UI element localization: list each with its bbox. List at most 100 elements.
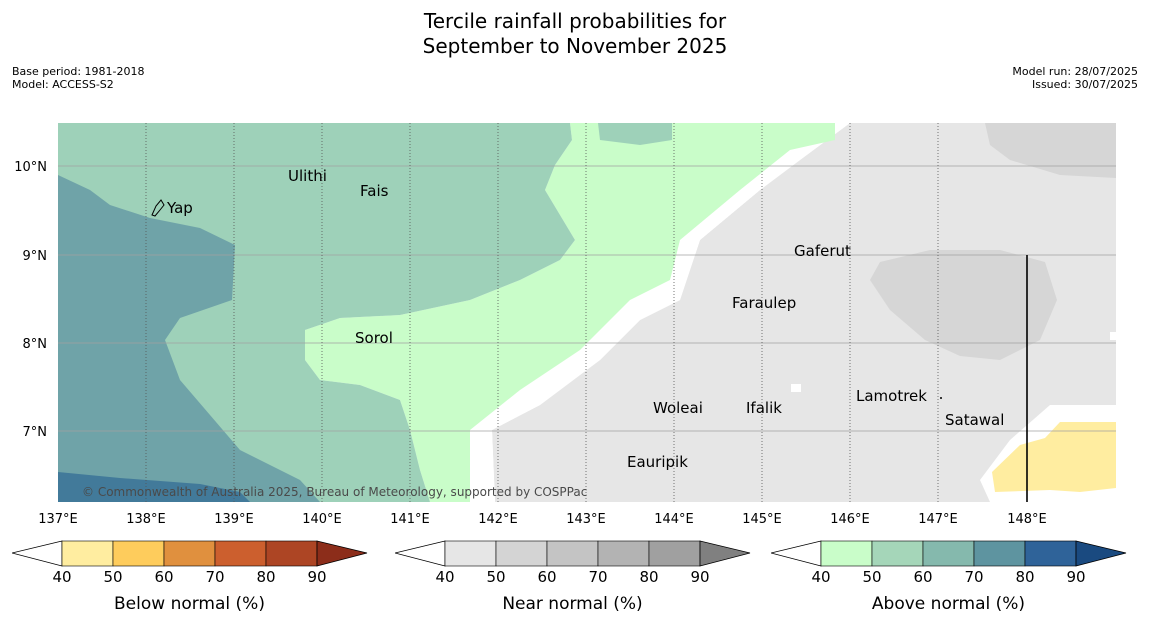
base-period: Base period: 1981-2018	[12, 65, 145, 78]
colorbar-tick-label: 90	[1066, 568, 1086, 586]
colorbar-tick-label: 60	[154, 568, 174, 586]
colorbar-segment	[922, 540, 975, 567]
below-normal-40-region	[992, 422, 1116, 492]
near-normal-50-patch-2	[870, 250, 1057, 360]
near-normal-legend-label: Near normal (%)	[502, 594, 643, 614]
lon-label: 139°E	[214, 512, 254, 527]
place-label-woleai: Woleai	[653, 399, 703, 417]
colorbar-tick-label: 50	[103, 568, 123, 586]
map-title: Tercile rainfall probabilities for Septe…	[0, 9, 1150, 59]
lat-label-9: 9°N	[23, 249, 48, 264]
colorbar-tick-label: 40	[435, 568, 455, 586]
place-marker	[940, 397, 942, 399]
above-normal-colorbar	[771, 540, 1131, 568]
lon-label: 140°E	[302, 512, 342, 527]
colorbar-max-extend	[699, 540, 751, 567]
above-normal-70-region	[58, 472, 250, 502]
colorbar-segment	[495, 540, 548, 567]
base-info: Base period: 1981-2018 Model: ACCESS-S2	[12, 65, 144, 91]
yap-island	[151, 199, 165, 217]
place-label-yap: Yap	[166, 199, 193, 217]
below-normal-legend-label: Below normal (%)	[114, 594, 265, 614]
lon-label: 142°E	[478, 512, 518, 527]
colorbar-min-extend	[771, 540, 822, 567]
colorbar-segment	[597, 540, 650, 567]
run-info: Model run: 28/07/2025 Issued: 30/07/2025	[1012, 65, 1138, 91]
colorbar-segment	[444, 540, 497, 567]
place-label-gaferut: Gaferut	[794, 242, 851, 260]
colorbar-segment	[973, 540, 1026, 567]
colorbar-segment	[61, 540, 114, 567]
colorbar-segment	[265, 540, 318, 567]
colorbar-tick-label: 40	[52, 568, 72, 586]
place-label-faraulep: Faraulep	[732, 294, 796, 312]
map-regions	[58, 123, 1116, 502]
colorbar-segment	[648, 540, 701, 567]
lon-label: 148°E	[1007, 512, 1047, 527]
title-line-2: September to November 2025	[422, 34, 728, 58]
colorbar-tick-label: 90	[307, 568, 327, 586]
colorbar-tick-label: 70	[964, 568, 984, 586]
model-name: Model: ACCESS-S2	[12, 78, 114, 91]
above-normal-legend-label: Above normal (%)	[871, 594, 1026, 614]
copyright-notice: © Commonwealth of Australia 2025, Bureau…	[82, 485, 587, 499]
lon-label: 137°E	[38, 512, 78, 527]
below-normal-colorbar	[12, 540, 372, 568]
colorbar-tick-label: 70	[588, 568, 608, 586]
colorbar-segment	[820, 540, 873, 567]
colorbar-tick-label: 80	[256, 568, 276, 586]
colorbar-tick-label: 60	[913, 568, 933, 586]
place-label-lamotrek: Lamotrek	[856, 387, 927, 405]
model-run: Model run: 28/07/2025	[1012, 65, 1138, 78]
above-normal-50-patch	[598, 123, 672, 145]
lat-label-7: 7°N	[23, 425, 48, 440]
white-speck-2	[1110, 332, 1116, 340]
longitude-gridlines	[145, 123, 939, 502]
lon-label: 143°E	[566, 512, 606, 527]
place-label-fais: Fais	[360, 182, 389, 200]
colorbar-tick-label: 70	[205, 568, 225, 586]
colorbar-tick-label: 40	[811, 568, 831, 586]
colorbar-segment	[163, 540, 216, 567]
colorbar-segment	[214, 540, 267, 567]
lon-label: 138°E	[126, 512, 166, 527]
place-labels: Yap Ulithi Fais Sorol Gaferut Faraulep W…	[166, 167, 1004, 471]
longitude-labels: 137°E 138°E 139°E 140°E 141°E 142°E 143°…	[38, 512, 1047, 527]
colorbar-tick-label: 50	[486, 568, 506, 586]
colorbar-segment	[546, 540, 599, 567]
latitude-labels: 10°N 9°N 8°N 7°N	[14, 160, 47, 440]
title-line-1: Tercile rainfall probabilities for	[423, 9, 727, 33]
lat-label-8: 8°N	[23, 337, 48, 352]
colorbar-tick-label: 80	[1015, 568, 1035, 586]
lon-label: 147°E	[918, 512, 958, 527]
colorbar-segment	[112, 540, 165, 567]
colorbar-tick-label: 90	[690, 568, 710, 586]
place-label-ifalik: Ifalik	[746, 399, 782, 417]
colorbar-segment	[871, 540, 924, 567]
white-speck	[791, 384, 801, 392]
lon-label: 144°E	[654, 512, 694, 527]
colorbar-tick-label: 60	[537, 568, 557, 586]
near-normal-region	[492, 123, 1116, 502]
near-normal-50-patch	[985, 123, 1116, 178]
place-label-satawal: Satawal	[945, 411, 1004, 429]
colorbar-tick-label: 80	[639, 568, 659, 586]
lon-label: 145°E	[742, 512, 782, 527]
place-label-eauripik: Eauripik	[627, 453, 688, 471]
colorbar-max-extend	[1075, 540, 1127, 567]
colorbar-min-extend	[395, 540, 446, 567]
place-label-ulithi: Ulithi	[288, 167, 327, 185]
lon-label: 141°E	[390, 512, 430, 527]
near-normal-colorbar	[395, 540, 755, 568]
colorbar-min-extend	[12, 540, 63, 567]
lat-label-10: 10°N	[14, 160, 47, 175]
lon-label: 146°E	[830, 512, 870, 527]
colorbar-max-extend	[316, 540, 368, 567]
above-normal-60-region	[58, 175, 320, 502]
issued-date: Issued: 30/07/2025	[1031, 78, 1138, 91]
place-label-sorol: Sorol	[355, 329, 393, 347]
above-normal-40-region	[305, 123, 835, 502]
colorbar-segment	[1024, 540, 1077, 567]
colorbar-tick-label: 50	[862, 568, 882, 586]
